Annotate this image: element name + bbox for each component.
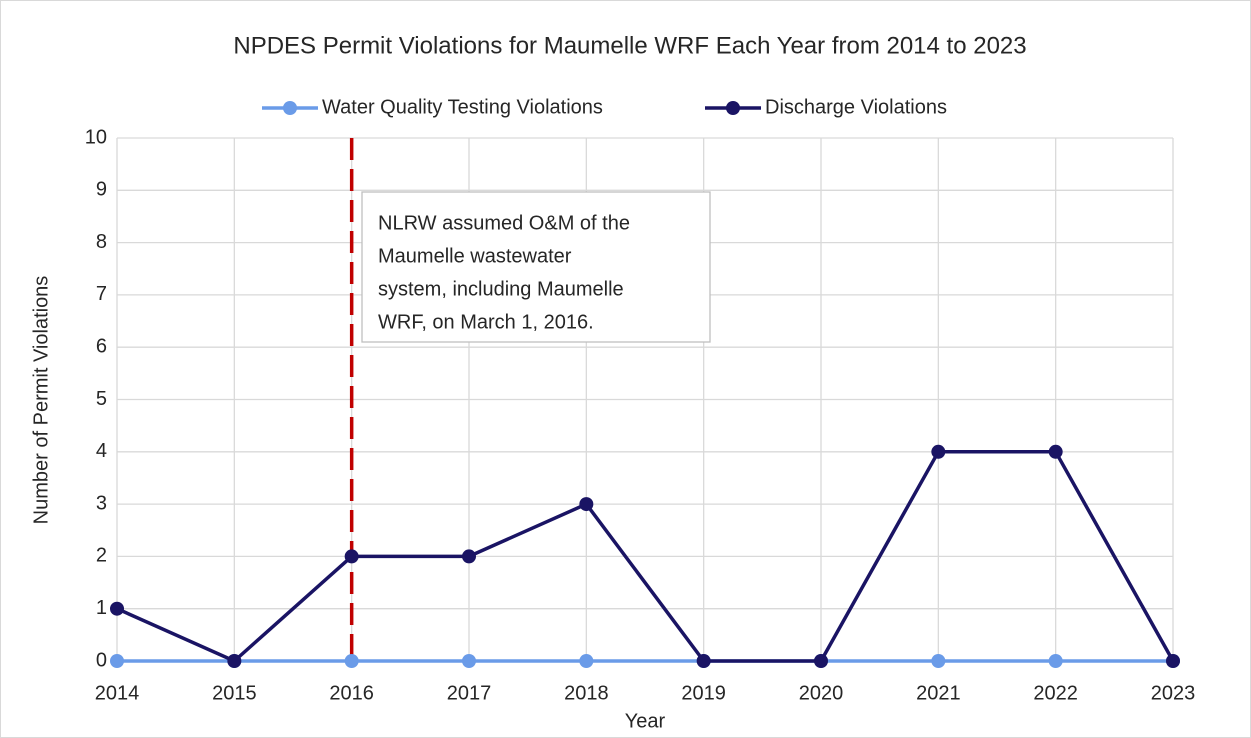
x-tick-label: 2022 xyxy=(1033,682,1078,704)
x-tick-label: 2018 xyxy=(564,682,609,704)
y-tick-label: 6 xyxy=(96,335,107,357)
x-tick-label: 2023 xyxy=(1151,682,1196,704)
x-tick-label: 2021 xyxy=(916,682,961,704)
point xyxy=(462,654,476,668)
x-tick-label: 2016 xyxy=(329,682,374,704)
y-tick-label: 0 xyxy=(96,649,107,671)
x-axis-label: Year xyxy=(625,710,666,732)
point xyxy=(227,654,242,668)
y-tick-label: 8 xyxy=(96,231,107,253)
point xyxy=(462,549,476,564)
y-tick-label: 1 xyxy=(96,597,107,619)
point xyxy=(931,444,946,459)
legend-marker xyxy=(283,101,297,115)
legend-marker xyxy=(726,101,740,115)
y-tick-label: 2 xyxy=(96,545,107,567)
x-tick-label: 2014 xyxy=(95,682,140,704)
point xyxy=(931,654,946,668)
point xyxy=(344,654,359,668)
point xyxy=(344,549,359,564)
point xyxy=(1166,654,1180,668)
chart-title: NPDES Permit Violations for Maumelle WRF… xyxy=(233,32,1026,59)
point xyxy=(814,654,828,668)
point xyxy=(696,654,711,668)
y-axis-label: Number of Permit Violations xyxy=(30,276,52,525)
y-tick-label: 9 xyxy=(96,179,107,201)
annotation-text: WRF, on March 1, 2016. xyxy=(378,311,594,333)
annotation-box xyxy=(361,191,711,343)
point xyxy=(579,654,594,668)
point xyxy=(579,497,594,512)
y-tick-label: 7 xyxy=(96,283,107,305)
point xyxy=(110,654,124,668)
x-tick-label: 2019 xyxy=(681,682,726,704)
annotation-text: NLRW assumed O&M of the xyxy=(378,212,630,234)
x-tick-label: 2015 xyxy=(212,682,257,704)
point xyxy=(110,601,124,616)
series-line xyxy=(116,450,1175,663)
x-tick-label: 2020 xyxy=(799,682,844,704)
annotation-text: system, including Maumelle xyxy=(378,278,624,300)
x-tick-label: 2017 xyxy=(447,682,492,704)
legend-label: Discharge Violations xyxy=(765,96,947,118)
y-tick-label: 3 xyxy=(96,492,107,514)
annotation-text: Maumelle wastewater xyxy=(378,245,572,267)
legend-label: Water Quality Testing Violations xyxy=(322,96,603,118)
y-tick-label: 4 xyxy=(96,440,107,462)
y-tick-label: 10 xyxy=(85,126,107,148)
point xyxy=(1048,654,1063,668)
y-tick-label: 5 xyxy=(96,388,107,410)
point xyxy=(1048,444,1063,459)
